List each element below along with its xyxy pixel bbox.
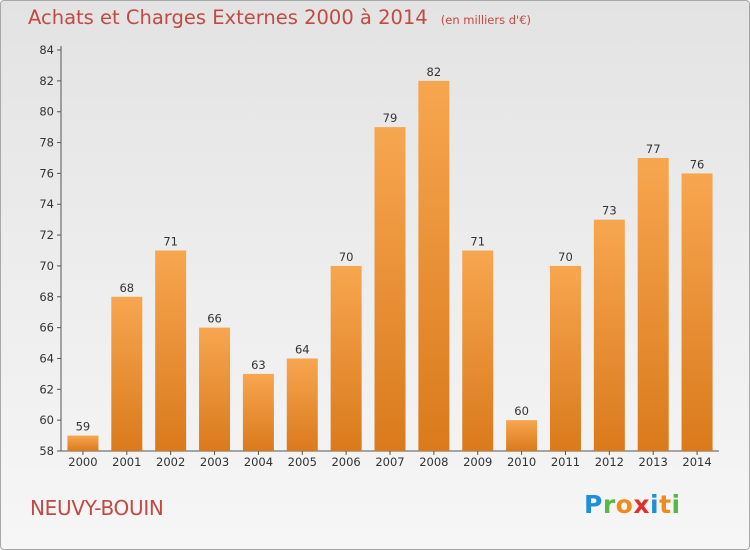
bar-2004 bbox=[242, 373, 274, 451]
x-tick-label: 2008 bbox=[419, 455, 448, 469]
x-tick-label: 2004 bbox=[244, 455, 273, 469]
bar-2014 bbox=[681, 173, 713, 451]
bar-2002 bbox=[155, 250, 187, 451]
x-tick-label: 2001 bbox=[112, 455, 141, 469]
chart-title: Achats et Charges Externes 2000 à 2014 (… bbox=[28, 6, 531, 29]
bar-2001 bbox=[111, 296, 143, 451]
bar-2000 bbox=[67, 435, 99, 451]
y-tick-label: 76 bbox=[39, 166, 54, 180]
title-main: Achats et Charges Externes 2000 à 2014 bbox=[28, 6, 428, 29]
commune-name: NEUVY-BOUIN bbox=[30, 496, 164, 520]
logo-letter: t bbox=[659, 490, 672, 519]
title-unit: (en milliers d'€) bbox=[440, 13, 531, 27]
bar-2012 bbox=[593, 219, 625, 451]
y-tick-label: 78 bbox=[39, 136, 54, 150]
x-tick-label: 2010 bbox=[507, 455, 536, 469]
bars bbox=[67, 80, 713, 451]
value-label: 82 bbox=[427, 65, 442, 79]
x-tick-label: 2007 bbox=[375, 455, 404, 469]
y-tick-label: 70 bbox=[39, 259, 54, 273]
value-labels: 59 68 71 66 63 64 70 79 82 71 60 70 73 77 76 bbox=[76, 65, 705, 434]
y-tick-label: 64 bbox=[39, 351, 54, 365]
value-label: 71 bbox=[470, 235, 485, 249]
bar-2005 bbox=[286, 358, 318, 451]
value-label: 64 bbox=[295, 342, 310, 356]
bar-2008 bbox=[418, 80, 450, 451]
value-label: 59 bbox=[76, 420, 91, 434]
value-label: 60 bbox=[514, 404, 529, 418]
value-label: 68 bbox=[119, 281, 134, 295]
x-tick-label: 2003 bbox=[200, 455, 229, 469]
y-tick-label: 60 bbox=[39, 413, 54, 427]
x-tick-label: 2009 bbox=[463, 455, 492, 469]
x-tick-label: 2000 bbox=[68, 455, 97, 469]
logo-letter: r bbox=[602, 490, 616, 519]
y-tick-label: 80 bbox=[39, 105, 54, 119]
value-label: 73 bbox=[602, 204, 617, 218]
value-label: 70 bbox=[558, 250, 573, 264]
x-tick-label: 2005 bbox=[288, 455, 317, 469]
value-label: 79 bbox=[383, 111, 398, 125]
bar-2010 bbox=[506, 420, 538, 451]
x-tick-label: 2012 bbox=[595, 455, 624, 469]
y-tick-label: 58 bbox=[39, 444, 54, 458]
value-label: 77 bbox=[646, 142, 661, 156]
bar-2007 bbox=[374, 127, 406, 451]
logo-letter: i bbox=[671, 490, 681, 519]
logo-letter: i bbox=[650, 490, 660, 519]
value-label: 71 bbox=[163, 235, 178, 249]
proxiti-logo[interactable]: Proxiti bbox=[584, 490, 681, 519]
y-tick-label: 68 bbox=[39, 290, 54, 304]
y-tick-label: 66 bbox=[39, 321, 54, 335]
value-label: 63 bbox=[251, 358, 266, 372]
bar-2013 bbox=[637, 157, 669, 451]
x-tick-label: 2013 bbox=[639, 455, 668, 469]
y-tick-label: 74 bbox=[39, 197, 54, 211]
x-tick-label: 2011 bbox=[551, 455, 580, 469]
logo-letter: x bbox=[633, 490, 650, 519]
logo-letter: P bbox=[584, 490, 603, 519]
y-tick-label: 62 bbox=[39, 382, 54, 396]
x-tick-label: 2006 bbox=[331, 455, 360, 469]
value-label: 76 bbox=[690, 157, 705, 171]
value-label: 66 bbox=[207, 312, 222, 326]
y-tick-label: 72 bbox=[39, 228, 54, 242]
y-tick-label: 84 bbox=[39, 43, 54, 57]
bar-2006 bbox=[330, 265, 362, 451]
logo-letter: o bbox=[615, 490, 634, 519]
x-tick-label: 2002 bbox=[156, 455, 185, 469]
x-tick-label: 2014 bbox=[682, 455, 711, 469]
bar-2009 bbox=[462, 250, 494, 451]
y-tick-label: 82 bbox=[39, 74, 54, 88]
value-label: 70 bbox=[339, 250, 354, 264]
bar-2003 bbox=[199, 327, 231, 451]
bar-2011 bbox=[549, 265, 581, 451]
